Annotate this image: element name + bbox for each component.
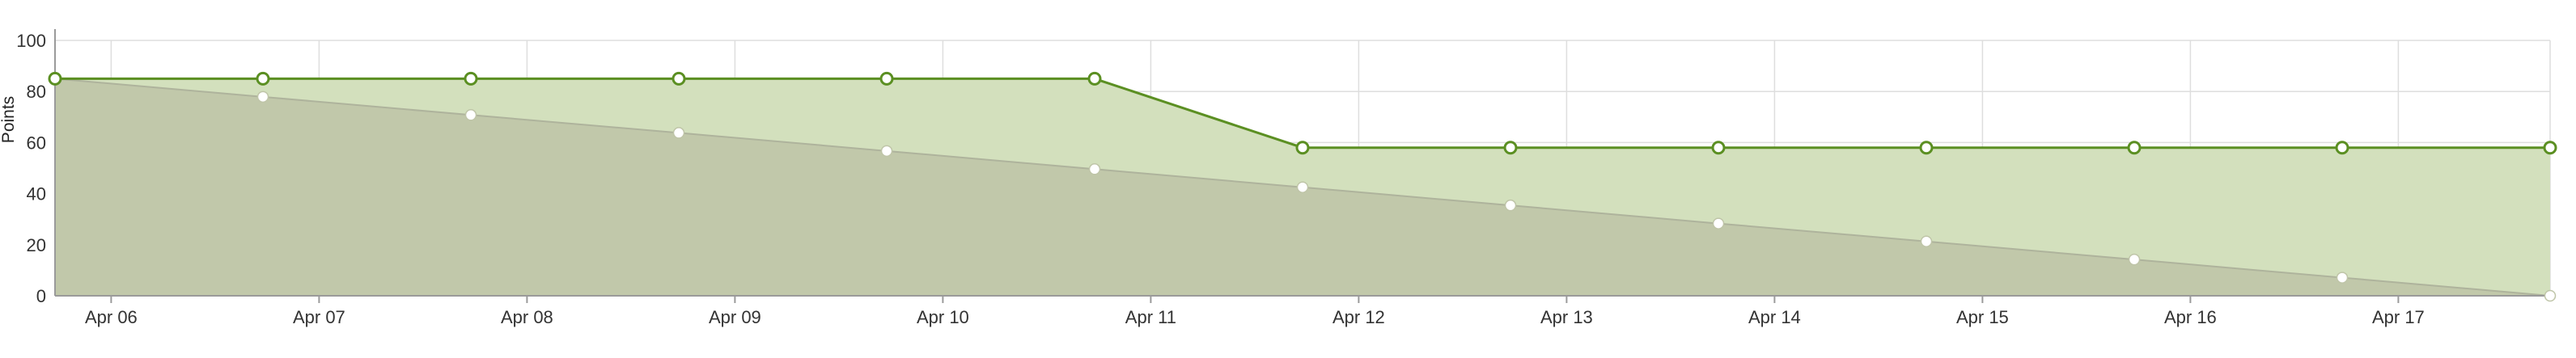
actual-point (1503, 141, 1518, 155)
x-tick-label: Apr 13 (1540, 307, 1593, 327)
x-tick-label: Apr 16 (2164, 307, 2217, 327)
y-tick-label: 0 (36, 286, 46, 306)
actual-point (1711, 141, 1726, 155)
x-tick-label: Apr 14 (1748, 307, 1801, 327)
y-tick-label: 20 (27, 235, 46, 255)
label-layer: Points 0 20 40 60 80 100 Apr 06 Apr 07 Apr 08 Apr… (0, 31, 2425, 327)
y-tick-label: 60 (27, 133, 46, 153)
y-axis-title: Points (0, 96, 18, 143)
ideal-point (1712, 217, 1725, 230)
ideal-point (2544, 289, 2557, 302)
actual-point (464, 71, 478, 86)
actual-point (1919, 141, 1934, 155)
x-tick-label: Apr 10 (917, 307, 969, 327)
x-tick-label: Apr 11 (1125, 307, 1176, 327)
ideal-point (2128, 253, 2141, 266)
ideal-point (1920, 235, 1933, 247)
actual-point (2335, 141, 2349, 155)
y-tick-label: 40 (27, 184, 46, 204)
x-tick-label: Apr 15 (1956, 307, 2009, 327)
ideal-point (880, 145, 893, 158)
actual-point (879, 71, 894, 86)
x-tick-label: Apr 07 (293, 307, 345, 327)
actual-point (48, 71, 62, 86)
actual-point (1295, 141, 1310, 155)
y-tick-label: 80 (27, 82, 46, 102)
actual-point (672, 71, 686, 86)
x-tick-label: Apr 17 (2372, 307, 2425, 327)
ideal-point (256, 91, 269, 103)
ideal-point (2336, 272, 2349, 284)
y-tick-label: 100 (16, 31, 46, 51)
ideal-point (464, 109, 477, 121)
x-tick-label: Apr 06 (85, 307, 138, 327)
marker-layer (48, 71, 2557, 302)
actual-point (2127, 141, 2142, 155)
ideal-point (1504, 199, 1517, 212)
ideal-point (1088, 163, 1101, 175)
actual-point (2543, 141, 2557, 155)
actual-point (1087, 71, 1102, 86)
actual-point (256, 71, 270, 86)
x-tick-label: Apr 09 (709, 307, 761, 327)
x-tick-label: Apr 12 (1332, 307, 1385, 327)
x-tick-label: Apr 08 (501, 307, 553, 327)
ideal-point (1296, 181, 1309, 193)
ideal-point (672, 127, 685, 139)
